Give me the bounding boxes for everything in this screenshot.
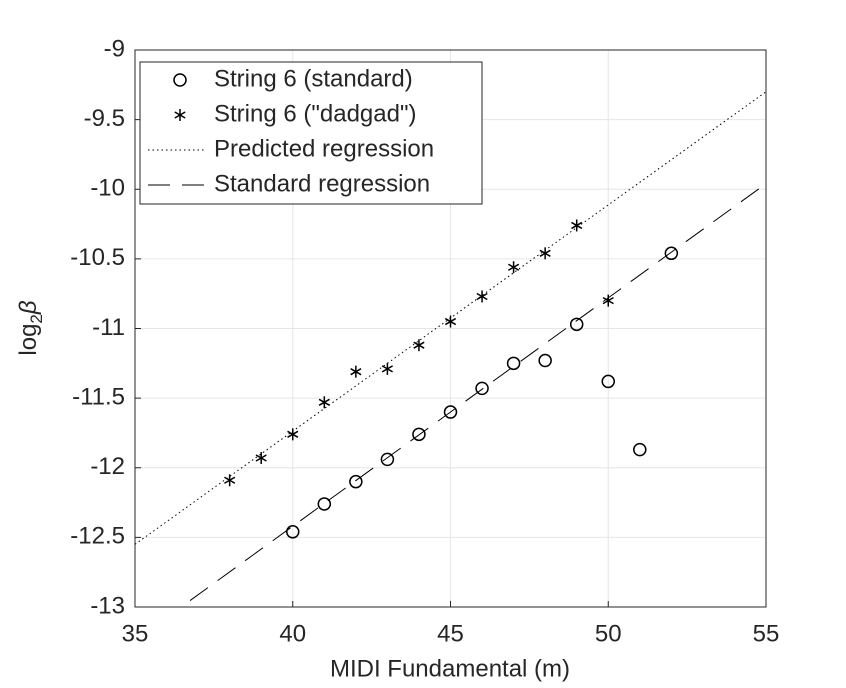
data-point: [412, 427, 426, 442]
y-tick-label: -10.5: [70, 244, 125, 271]
data-point: [633, 442, 647, 457]
data-point: [571, 219, 583, 232]
data-point: [664, 246, 679, 261]
legend-marker: [173, 73, 187, 87]
data-point-stroke: [571, 221, 583, 230]
legend-marker-stroke: [174, 111, 186, 119]
data-point: [287, 428, 299, 441]
data-point-stroke: [508, 263, 520, 271]
y-tick-label: -9: [104, 35, 125, 62]
x-tick-label: 55: [753, 620, 780, 647]
regression-line: [135, 91, 766, 545]
data-point: [506, 356, 521, 371]
data-point: [381, 362, 393, 375]
y-tick-label: -9.5: [84, 105, 125, 132]
x-tick-label: 45: [437, 620, 464, 647]
data-point-stroke: [476, 292, 488, 301]
data-point: [539, 247, 551, 260]
data-point-stroke: [539, 249, 551, 257]
legend-label: Standard regression: [214, 170, 430, 197]
data-point-stroke: [381, 365, 393, 373]
data-point: [317, 497, 332, 511]
data-point: [444, 315, 457, 328]
data-point: [349, 474, 363, 489]
data-point-stroke: [350, 368, 362, 376]
data-point: [443, 405, 458, 419]
data-point: [475, 381, 489, 396]
x-tick-label: 40: [279, 620, 306, 647]
data-point: [569, 317, 584, 332]
data-point: [538, 353, 552, 368]
data-point: [255, 452, 267, 465]
legend-box: [139, 61, 483, 205]
y-tick-label: -11: [92, 314, 125, 341]
x-tick-label: 50: [595, 620, 622, 647]
data-point: [318, 396, 330, 409]
y-tick-label: -13: [90, 592, 125, 619]
data-point-stroke: [287, 430, 299, 438]
x-tick-label: 35: [122, 620, 149, 647]
data-point-stroke: [224, 476, 236, 484]
data-point: [286, 525, 300, 539]
data-point-stroke: [602, 296, 614, 305]
legend-marker: [174, 109, 186, 121]
legend-label: String 6 ("dadgad"): [214, 100, 417, 127]
y-tick-label: -10: [90, 175, 125, 202]
data-point: [350, 365, 362, 378]
data-point: [601, 374, 615, 389]
y-tick-label: -12.5: [70, 523, 125, 550]
regression-line: [180, 183, 766, 607]
data-point: [476, 290, 488, 303]
legend-label: String 6 (standard): [214, 65, 413, 92]
data-point: [413, 339, 425, 352]
data-point: [380, 452, 395, 467]
data-point-stroke: [444, 317, 457, 326]
legend-label: Predicted regression: [214, 135, 434, 162]
y-tick-label: -12: [90, 453, 125, 480]
data-point-stroke: [255, 454, 267, 462]
data-point-stroke: [318, 398, 330, 406]
data-point: [508, 261, 520, 274]
data-point: [224, 474, 236, 487]
y-axis-label: log2β: [15, 300, 46, 356]
data-point-stroke: [413, 341, 425, 349]
x-axis-label: MIDI Fundamental (m): [330, 655, 570, 682]
data-point: [602, 294, 614, 307]
y-tick-label: -11.5: [72, 383, 125, 410]
plot-frame: [134, 49, 767, 608]
